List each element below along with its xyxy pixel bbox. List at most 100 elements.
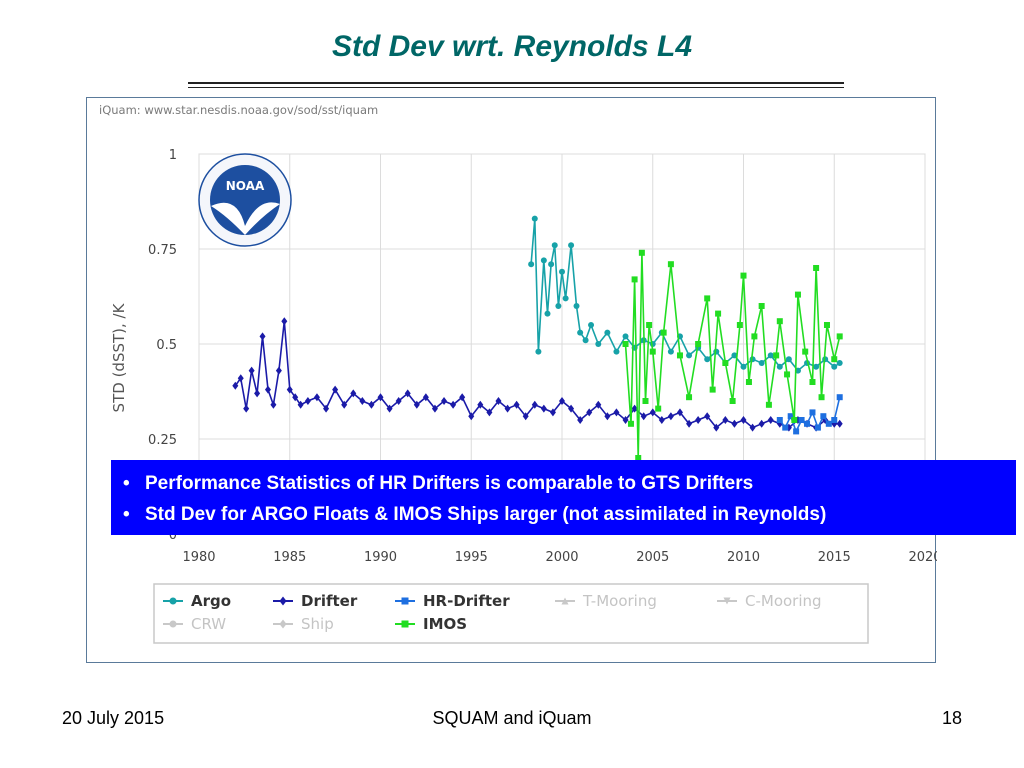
drifter-point (522, 412, 529, 421)
imos-point (758, 303, 765, 309)
drifter-point (513, 400, 520, 409)
imos-point (676, 352, 683, 359)
drifter-point (304, 397, 311, 405)
axis-labels: 0 0.25 0.5 0.75 1 1980 1985 1990 1995 2000 2005 201… (148, 148, 937, 565)
legend-label: CRW (191, 615, 226, 633)
hr-drifter-point (831, 417, 838, 423)
drifter-point (667, 412, 674, 421)
drifter-point (248, 366, 255, 375)
drifter-point (350, 389, 357, 398)
argo-point (776, 363, 783, 370)
x-tick-label: 2020 (908, 550, 937, 565)
imos-point (784, 371, 791, 378)
drifter-point (368, 400, 375, 409)
x-tick-label: 2015 (818, 550, 851, 565)
argo-point (544, 310, 551, 317)
imos-point (686, 394, 693, 401)
y-tick-label: 0.25 (148, 433, 177, 448)
argo-point (548, 261, 555, 268)
imos-point (740, 272, 747, 279)
drifter-point (613, 408, 620, 417)
drifter-point (237, 374, 244, 383)
hr-drifter-point (820, 413, 827, 420)
drifter-point (731, 419, 738, 428)
argo-point (562, 295, 569, 302)
legend-label: C-Mooring (745, 592, 822, 610)
hr-drifter-point (825, 420, 832, 427)
drifter-point (622, 416, 629, 424)
drifter-point (695, 416, 702, 424)
drifter-point (292, 393, 299, 402)
legend-item-t-mooring[interactable]: T-Mooring (555, 592, 657, 610)
hr-drifter-point (776, 417, 783, 423)
imos-point (823, 322, 830, 328)
drifter-point (568, 404, 575, 413)
y-axis-label: STD (dSST), /K (110, 302, 128, 412)
imos-point (638, 249, 645, 256)
legend-label: HR-Drifter (423, 592, 510, 610)
callout-bullet-1: • Performance Statistics of HR Drifters i… (123, 473, 754, 494)
legend-triangle-down-icon (723, 597, 731, 605)
drifter-point (577, 416, 584, 424)
legend-item-c-mooring[interactable]: C-Mooring (717, 592, 822, 610)
legend-square-icon (401, 620, 409, 628)
drifter-point (377, 393, 384, 402)
legend-diamond-icon (279, 619, 287, 629)
drifter-point (595, 400, 602, 409)
legend-label: Argo (191, 592, 231, 610)
drifter-point (313, 393, 320, 402)
x-tick-label: 2010 (727, 550, 760, 565)
legend-item-imos[interactable]: IMOS (395, 615, 467, 633)
series-imos (622, 249, 843, 461)
drifter-point (404, 389, 411, 398)
imos-point (794, 291, 801, 298)
title-divider-thin (188, 87, 844, 88)
legend-item-argo[interactable]: Argo (163, 592, 231, 610)
imos-point (646, 322, 653, 328)
imos-point (667, 261, 674, 268)
legend-label: Drifter (301, 592, 358, 610)
drifter-point (264, 385, 271, 394)
imos-point (776, 318, 783, 325)
legend-label: IMOS (423, 615, 467, 633)
imos-point (660, 329, 667, 336)
series-hr-drifter (776, 394, 843, 435)
x-tick-label: 2005 (636, 550, 669, 565)
drifter-point (686, 419, 693, 428)
callout-text-2: Std Dev for ARGO Floats & IMOS Ships lar… (145, 504, 827, 525)
imos-point (642, 398, 649, 404)
legend-item-ship[interactable]: Ship (273, 615, 334, 633)
imos-point (818, 394, 825, 401)
argo-point (555, 303, 562, 309)
imos-point (635, 455, 642, 461)
hr-drifter-point (814, 424, 821, 431)
drifter-point (254, 389, 261, 398)
callout-box: • Performance Statistics of HR Drifters i… (111, 460, 1016, 535)
hr-drifter-point (809, 409, 816, 416)
legend-label: T-Mooring (582, 592, 657, 610)
drifter-point (631, 404, 638, 413)
drifter-point (243, 404, 250, 413)
legend-item-drifter[interactable]: Drifter (273, 592, 358, 610)
drifter-point (676, 408, 683, 417)
chart-frame: iQuam: www.star.nesdis.noaa.gov/sod/sst/… (86, 97, 937, 663)
drifter-point (495, 397, 502, 405)
legend-item-crw[interactable]: CRW (163, 615, 226, 633)
noaa-logo-icon: NOAA (198, 153, 292, 247)
legend-square-icon (401, 597, 409, 605)
drifter-point (286, 385, 293, 394)
argo-point (831, 363, 838, 370)
hr-drifter-point (793, 428, 800, 435)
drifter-point (259, 332, 266, 341)
drifter-point (713, 423, 720, 432)
legend-item-hr-drifter[interactable]: HR-Drifter (395, 592, 510, 610)
drifter-point (450, 400, 457, 409)
x-tick-label: 2000 (545, 550, 578, 565)
legend-diamond-icon (279, 596, 287, 606)
callout-text-1: Performance Statistics of HR Drifters is… (145, 473, 754, 494)
drifter-point (767, 416, 774, 424)
drifter-point (386, 404, 393, 413)
drifter-point (540, 404, 547, 413)
x-tick-label: 1995 (455, 550, 488, 565)
argo-point (577, 329, 584, 336)
